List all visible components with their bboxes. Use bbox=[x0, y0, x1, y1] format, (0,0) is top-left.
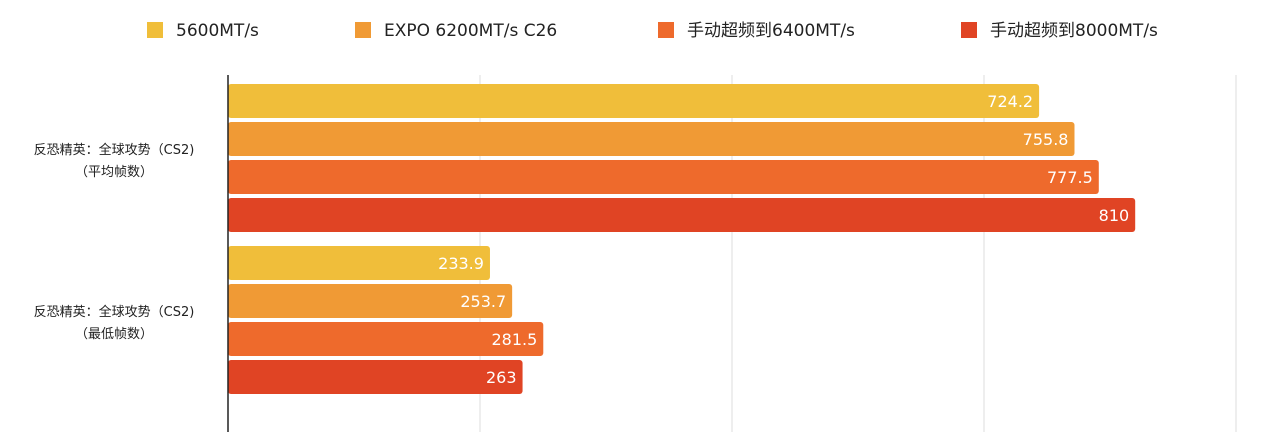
category-label: 反恐精英：全球攻势（CS2) bbox=[34, 304, 195, 320]
legend-swatch bbox=[355, 22, 371, 38]
data-label: 724.2 bbox=[987, 92, 1033, 111]
legend-label: 5600MT/s bbox=[176, 21, 259, 41]
category-label: （平均帧数） bbox=[75, 165, 153, 180]
legend-swatch bbox=[658, 22, 674, 38]
legend-label: 手动超频到8000MT/s bbox=[990, 21, 1158, 41]
bar bbox=[228, 360, 523, 394]
legend-swatch bbox=[961, 22, 977, 38]
legend-swatch bbox=[147, 22, 163, 38]
data-label: 810 bbox=[1099, 206, 1130, 225]
bar bbox=[228, 284, 513, 318]
bar bbox=[228, 322, 544, 356]
data-label: 755.8 bbox=[1023, 130, 1069, 149]
bar bbox=[228, 160, 1099, 194]
category-label: 反恐精英：全球攻势（CS2) bbox=[34, 142, 195, 158]
data-label: 777.5 bbox=[1047, 168, 1093, 187]
category-label: （最低帧数） bbox=[75, 327, 153, 342]
data-label: 263 bbox=[486, 368, 517, 387]
bar bbox=[228, 122, 1075, 156]
legend-label: 手动超频到6400MT/s bbox=[687, 21, 855, 41]
data-label: 233.9 bbox=[438, 254, 484, 273]
bar bbox=[228, 246, 490, 280]
bar bbox=[228, 84, 1040, 118]
bar bbox=[228, 198, 1136, 232]
data-label: 253.7 bbox=[460, 292, 506, 311]
data-label: 281.5 bbox=[491, 330, 537, 349]
legend-label: EXPO 6200MT/s C26 bbox=[384, 21, 557, 41]
